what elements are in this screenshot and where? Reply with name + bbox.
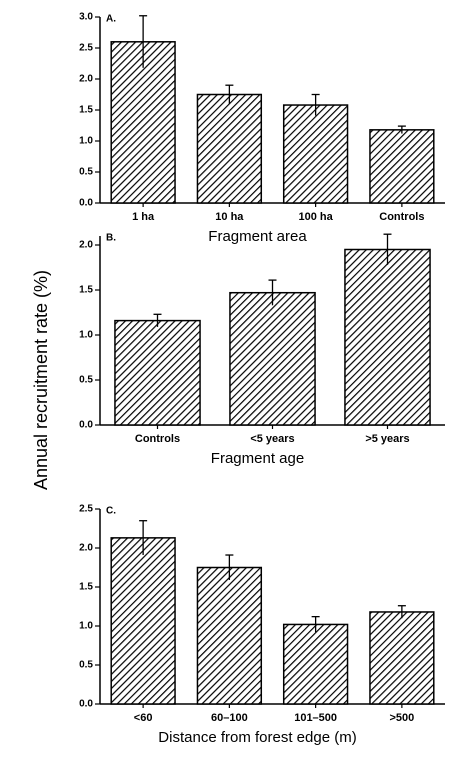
- x-tick-label: >5 years: [365, 433, 409, 445]
- x-tick-label: <60: [134, 712, 153, 724]
- x-tick-label: 10 ha: [215, 211, 244, 223]
- y-tick-label: 0.5: [79, 167, 93, 178]
- x-tick-label: 101–500: [294, 712, 337, 724]
- y-tick-label: 2.0: [79, 543, 93, 554]
- y-tick-label: 0.5: [79, 375, 93, 386]
- y-tick-label: 0.0: [79, 198, 93, 209]
- y-tick-label: 2.5: [79, 504, 93, 515]
- y-tick-label: 1.0: [79, 136, 93, 147]
- y-tick-label: 1.0: [79, 621, 93, 632]
- x-tick-label: <5 years: [250, 433, 294, 445]
- x-axis-label: Fragment age: [211, 450, 304, 467]
- y-tick-label: 1.0: [79, 330, 93, 341]
- bar: [282, 623, 349, 705]
- y-tick-label: 3.0: [79, 12, 93, 23]
- x-tick-label: 1 ha: [132, 211, 155, 223]
- panel-label: B.: [106, 233, 116, 244]
- bar: [110, 41, 176, 204]
- bar: [196, 93, 263, 204]
- y-tick-label: 2.5: [79, 43, 93, 54]
- bar: [344, 248, 431, 426]
- y-tick-label: 1.5: [79, 105, 93, 116]
- bar: [369, 129, 435, 204]
- x-tick-label: >500: [389, 712, 414, 724]
- y-tick-label: 0.0: [79, 420, 93, 431]
- bar: [369, 611, 435, 705]
- y-tick-label: 2.0: [79, 74, 93, 85]
- bar: [229, 291, 316, 426]
- y-tick-label: 1.5: [79, 285, 93, 296]
- bar: [282, 104, 349, 204]
- x-tick-label: 60–100: [211, 712, 248, 724]
- x-axis-label: Distance from forest edge (m): [158, 729, 356, 746]
- y-axis-label: Annual recruitment rate (%): [31, 270, 51, 490]
- y-tick-label: 2.0: [79, 240, 93, 251]
- x-tick-label: Controls: [379, 211, 424, 223]
- x-axis-label: Fragment area: [208, 228, 307, 245]
- y-tick-label: 0.5: [79, 660, 93, 671]
- panel-label: A.: [106, 14, 116, 25]
- bar: [196, 566, 263, 705]
- bar: [110, 537, 176, 705]
- y-tick-label: 0.0: [79, 699, 93, 710]
- x-tick-label: 100 ha: [299, 211, 334, 223]
- panel-label: C.: [106, 506, 116, 517]
- bar: [114, 319, 201, 426]
- x-tick-label: Controls: [135, 433, 180, 445]
- y-tick-label: 1.5: [79, 582, 93, 593]
